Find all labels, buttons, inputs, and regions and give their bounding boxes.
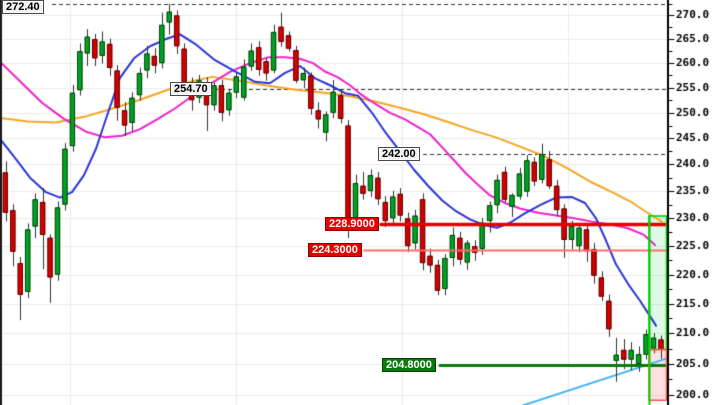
price-level-label-272-40[interactable]: 272.40 bbox=[2, 0, 44, 14]
price-level-label-254-70[interactable]: 254.70 bbox=[170, 82, 212, 97]
price-level-label-242-00[interactable]: 242.00 bbox=[378, 146, 420, 161]
price-level-label-224-3000[interactable]: 224.3000 bbox=[308, 243, 362, 258]
price-level-label-204-8000[interactable]: 204.8000 bbox=[382, 358, 436, 373]
price-level-label-228-9000[interactable]: 228.9000 bbox=[325, 217, 379, 232]
